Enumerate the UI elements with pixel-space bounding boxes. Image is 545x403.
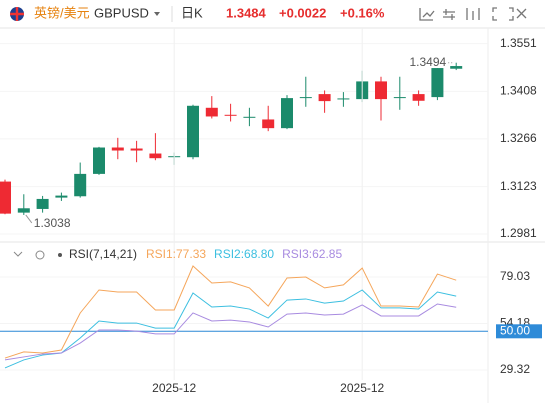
candle-body bbox=[243, 116, 256, 118]
rsi-line bbox=[4, 289, 457, 369]
candle-body bbox=[55, 195, 68, 198]
tool-icon[interactable] bbox=[443, 9, 455, 20]
collapse-icon[interactable] bbox=[13, 251, 23, 257]
candle-body bbox=[111, 147, 124, 151]
candle-body bbox=[149, 153, 162, 159]
price: 1.3484 bbox=[226, 5, 267, 20]
change: +0.0022 bbox=[279, 5, 326, 20]
indicator-title: RSI(7,14,21) bbox=[69, 247, 137, 261]
period[interactable]: 日K bbox=[181, 5, 203, 20]
candle-body bbox=[337, 98, 350, 100]
y-tick-label: 50.00 bbox=[500, 323, 530, 337]
candle-body bbox=[0, 181, 11, 214]
candle-body bbox=[224, 114, 237, 116]
candle-body bbox=[450, 66, 463, 69]
y-tick-label: 29.32 bbox=[500, 362, 530, 376]
flag-cross bbox=[10, 7, 24, 21]
annotation: 1.3494 bbox=[409, 55, 446, 69]
y-tick-highlight bbox=[496, 324, 542, 339]
annotation-leader bbox=[25, 214, 33, 224]
candle-body bbox=[74, 173, 87, 197]
candle-body bbox=[36, 198, 49, 209]
x-tick-label: 2025-12 bbox=[152, 381, 196, 395]
legend-entry: RSI3:62.85 bbox=[282, 247, 342, 261]
settings-icon[interactable] bbox=[35, 250, 45, 260]
rsi-line bbox=[4, 265, 457, 359]
candle-body bbox=[412, 94, 425, 101]
close-icon[interactable] bbox=[516, 8, 527, 19]
y-tick-label: 1.3266 bbox=[500, 131, 537, 145]
candle-body bbox=[187, 105, 199, 158]
candle-body bbox=[93, 147, 105, 174]
candle-body bbox=[299, 97, 312, 99]
rsi-line bbox=[4, 303, 457, 361]
candle-body bbox=[262, 119, 275, 129]
symbol[interactable]: GBPUSD bbox=[94, 5, 149, 20]
tool-icon[interactable] bbox=[419, 8, 435, 21]
candle-body bbox=[431, 68, 444, 98]
legend-entry: RSI2:68.80 bbox=[214, 247, 274, 261]
candle-body bbox=[205, 107, 218, 117]
rsi-header: RSI(7,14,21) bbox=[13, 247, 137, 261]
dropdown-arrow[interactable] bbox=[154, 12, 160, 16]
annotation: 1.3038 bbox=[34, 216, 71, 230]
candle-body bbox=[375, 81, 387, 100]
y-tick-label: 1.2981 bbox=[500, 226, 537, 240]
candle-body bbox=[281, 98, 293, 129]
candle-body bbox=[130, 148, 143, 151]
candle-body bbox=[318, 94, 331, 102]
instrument-name[interactable]: 英镑/美元 bbox=[34, 5, 90, 20]
legend-entry: RSI1:77.33 bbox=[146, 247, 206, 261]
tool-icon[interactable] bbox=[466, 8, 480, 20]
y-tick-label: 1.3123 bbox=[500, 179, 537, 193]
tool-icon[interactable] bbox=[492, 7, 514, 21]
change-pct: +0.16% bbox=[340, 5, 385, 20]
candle-body bbox=[393, 97, 406, 99]
candle-body bbox=[17, 208, 30, 213]
y-tick-label: 79.03 bbox=[500, 269, 530, 283]
y-tick-label: 1.3408 bbox=[500, 84, 537, 98]
eye-icon[interactable] bbox=[58, 253, 62, 257]
toolbar: 英镑/美元 GBPUSD 日K 1.3484 +0.0022 +0.16% bbox=[0, 5, 545, 29]
y-tick-label: 1.3551 bbox=[500, 36, 537, 50]
x-tick-label: 2025-12 bbox=[340, 381, 384, 395]
